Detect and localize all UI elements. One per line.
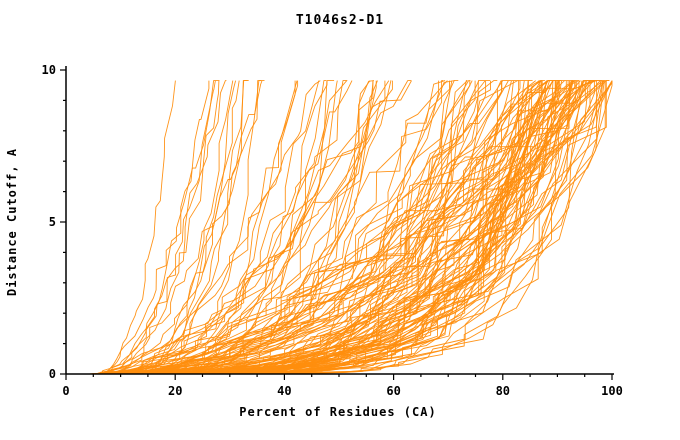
y-axis-label: Distance Cutoff, A (5, 148, 19, 296)
x-tick-label: 40 (277, 384, 291, 398)
model-curve (106, 80, 498, 375)
model-curve (105, 80, 514, 375)
chart-title: T1046s2-D1 (296, 13, 384, 28)
x-tick-label: 0 (62, 384, 69, 398)
model-curve (106, 80, 220, 375)
model-curve (96, 80, 583, 375)
model-curve (106, 80, 491, 375)
x-tick-label: 80 (496, 384, 510, 398)
model-curve (95, 80, 592, 375)
model-curve (90, 80, 590, 375)
y-tick-label: 5 (49, 215, 56, 229)
y-tick-label: 0 (49, 367, 56, 381)
curves-layer (88, 80, 613, 375)
y-tick-label: 10 (42, 63, 56, 77)
model-curve (92, 80, 530, 375)
model-curve (99, 80, 220, 375)
model-curve (94, 80, 265, 375)
model-curve (91, 80, 216, 375)
model-curve (88, 80, 227, 375)
model-curve (105, 80, 348, 375)
model-curve (102, 80, 579, 375)
axes-layer: 0 20 40 60 80 100 0 5 10 (42, 63, 623, 398)
model-curve (96, 80, 176, 375)
model-curve (89, 80, 262, 375)
x-axis-label: Percent of Residues (CA) (239, 405, 436, 419)
model-curve (105, 80, 576, 375)
x-tick-label: 20 (168, 384, 182, 398)
model-curve (97, 80, 512, 375)
x-tick-label: 100 (601, 384, 623, 398)
model-curve (93, 80, 549, 375)
model-curve (102, 80, 412, 375)
x-tick-label: 60 (386, 384, 400, 398)
model-curve (95, 80, 263, 375)
